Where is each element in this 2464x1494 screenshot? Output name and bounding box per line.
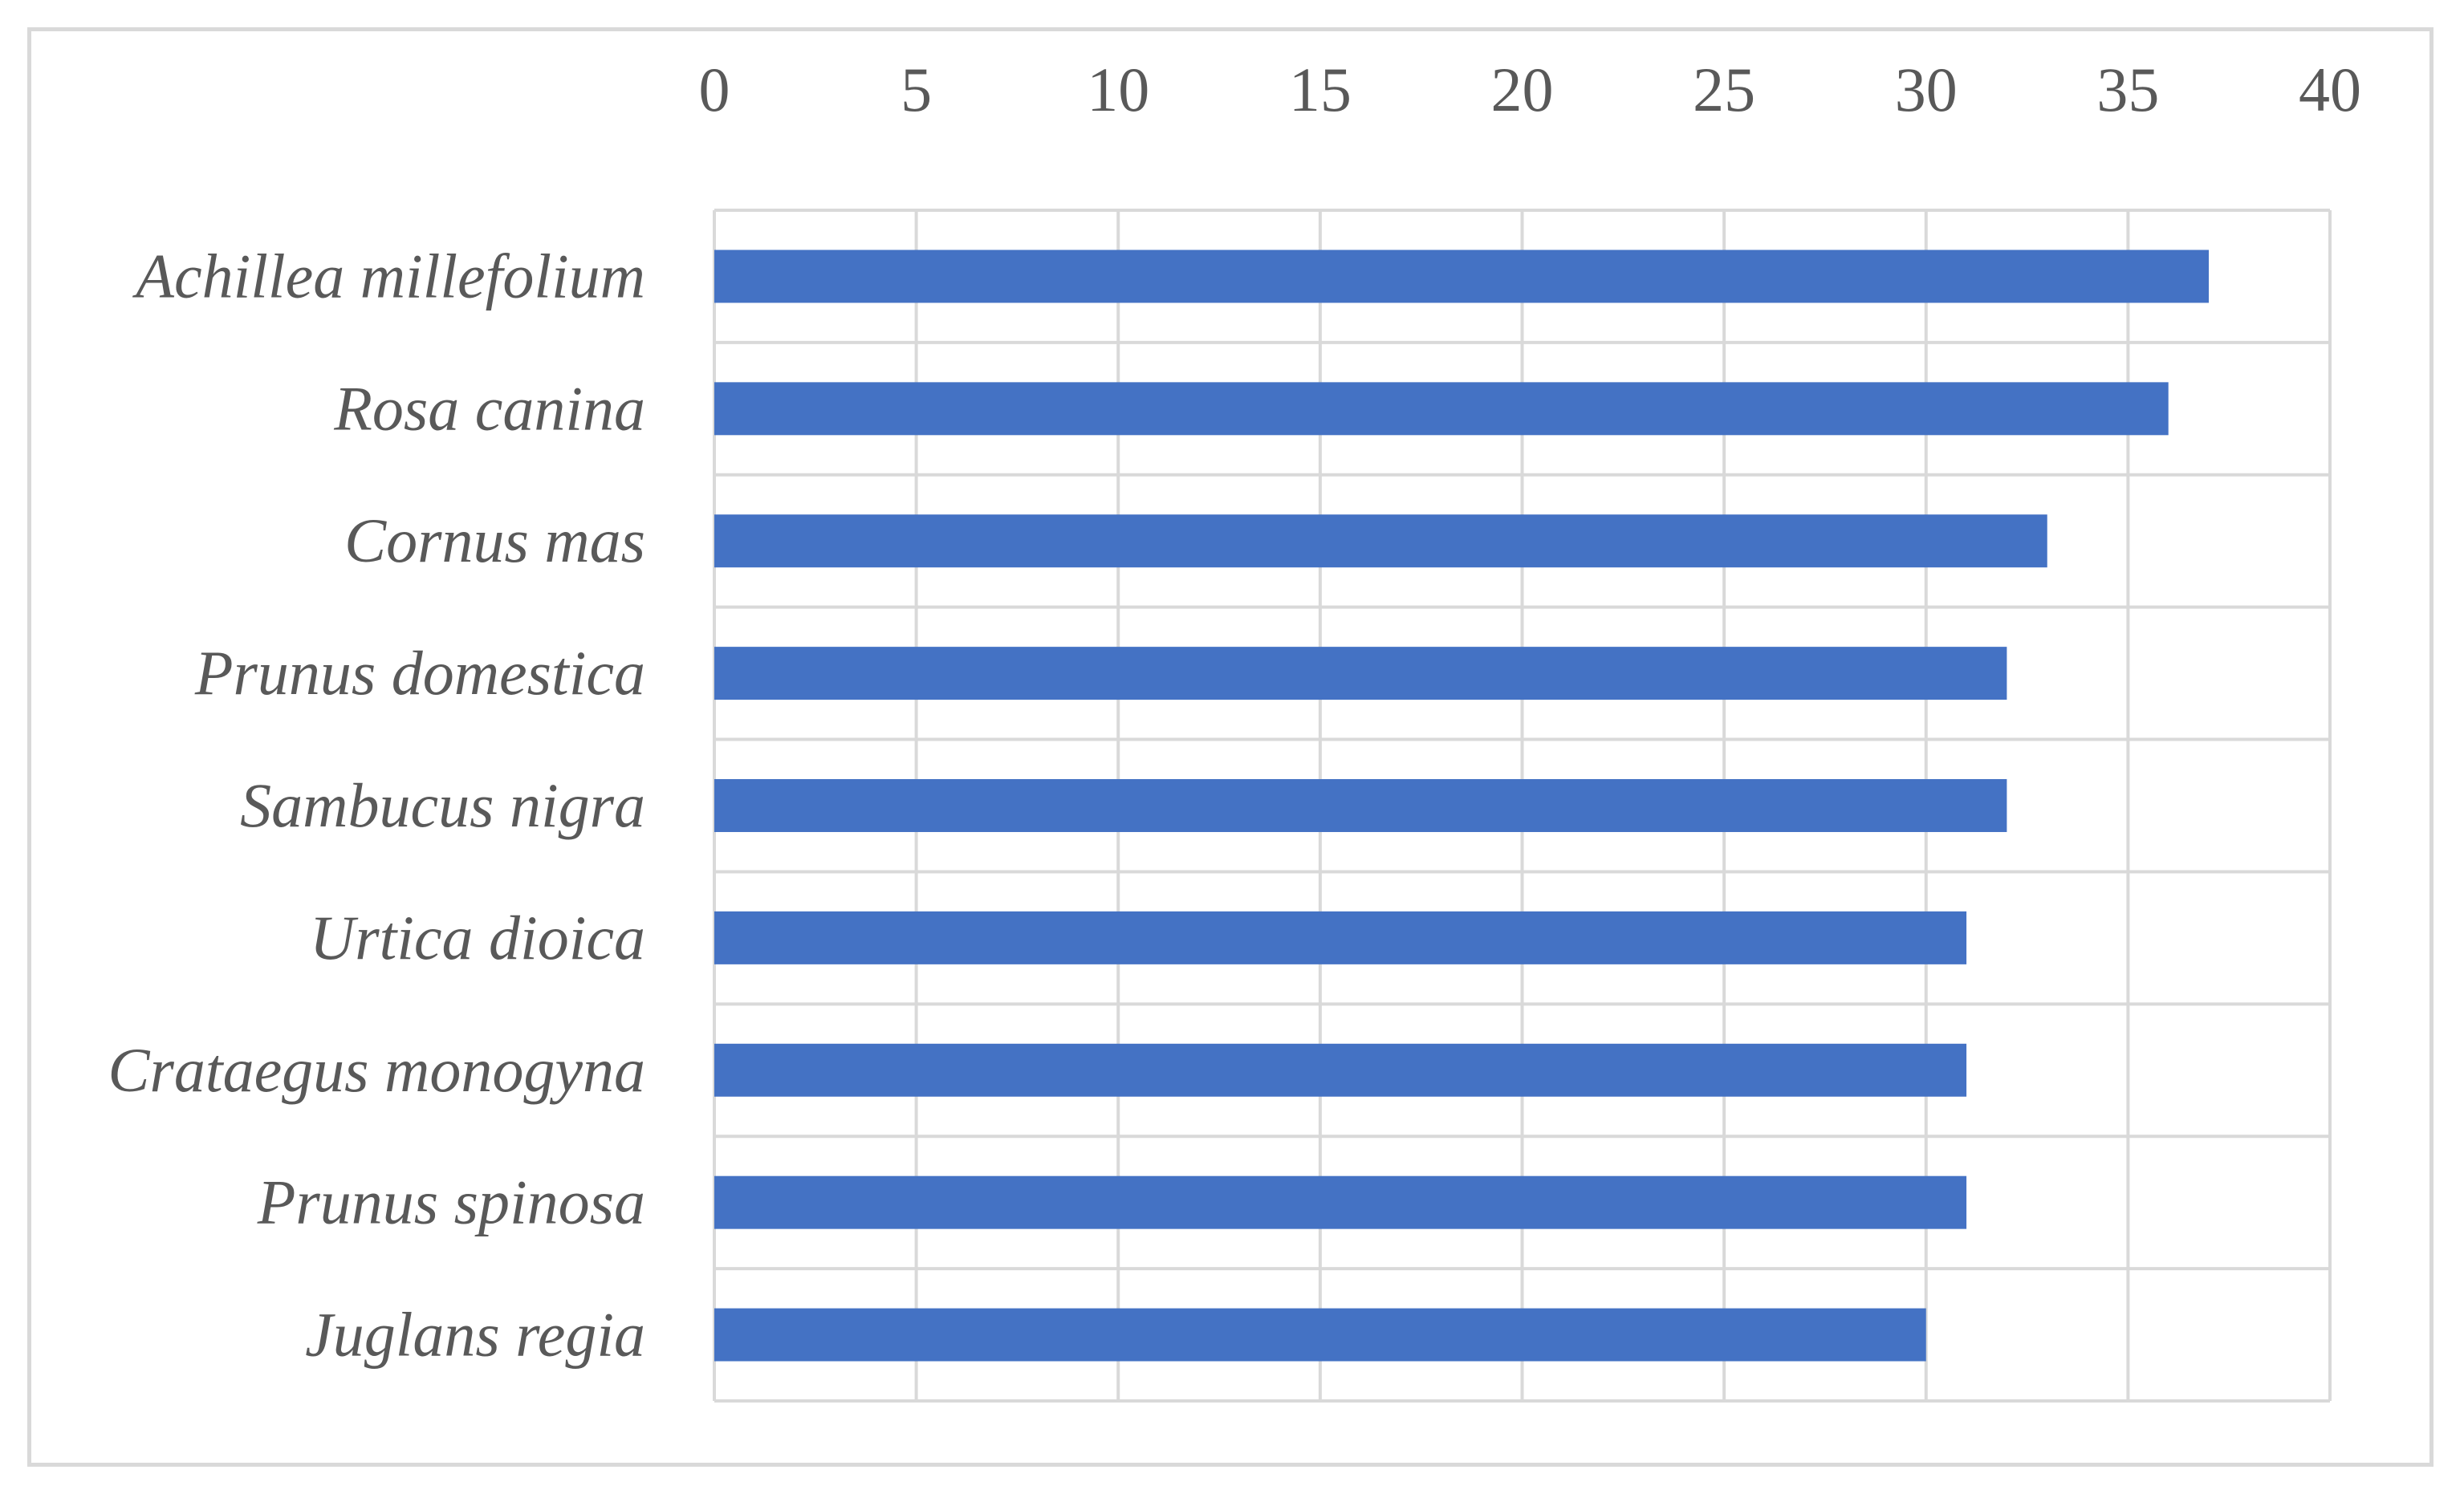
- x-tick-label: 30: [1895, 55, 1958, 124]
- x-tick-label: 25: [1693, 55, 1755, 124]
- bar: [714, 1043, 1967, 1097]
- x-tick-label: 5: [901, 55, 932, 124]
- bar: [714, 647, 2007, 700]
- y-category-label: Achillea millefolium: [132, 241, 645, 311]
- x-axis-ticks: 0 5 10 15 20 25 30 35 40: [699, 55, 2362, 124]
- y-category-label: Sambucus nigra: [240, 770, 645, 840]
- bar: [714, 911, 1967, 964]
- y-category-label: Urtica dioica: [310, 903, 645, 972]
- bars: [714, 250, 2210, 1362]
- bar: [714, 1175, 1967, 1229]
- y-category-label: Crataegus monogyna: [108, 1035, 645, 1105]
- bar: [714, 779, 2007, 832]
- y-category-label: Prunus domestica: [194, 638, 645, 708]
- x-tick-label: 0: [699, 55, 730, 124]
- y-category-label: Cornus mas: [344, 505, 645, 575]
- x-tick-label: 40: [2299, 55, 2361, 124]
- bar: [714, 382, 2169, 436]
- bar: [714, 514, 2047, 568]
- y-axis-categories: Achillea millefolium Rosa canina Cornus ma…: [108, 241, 645, 1369]
- x-tick-label: 10: [1087, 55, 1149, 124]
- x-tick-label: 20: [1491, 55, 1554, 124]
- x-tick-label: 15: [1289, 55, 1352, 124]
- x-tick-label: 35: [2096, 55, 2159, 124]
- y-category-label: Prunus spinosa: [257, 1167, 645, 1237]
- y-category-label: Juglans regia: [305, 1300, 645, 1370]
- bar: [714, 1308, 1926, 1362]
- y-category-label: Rosa canina: [333, 373, 645, 443]
- bar: [714, 250, 2210, 303]
